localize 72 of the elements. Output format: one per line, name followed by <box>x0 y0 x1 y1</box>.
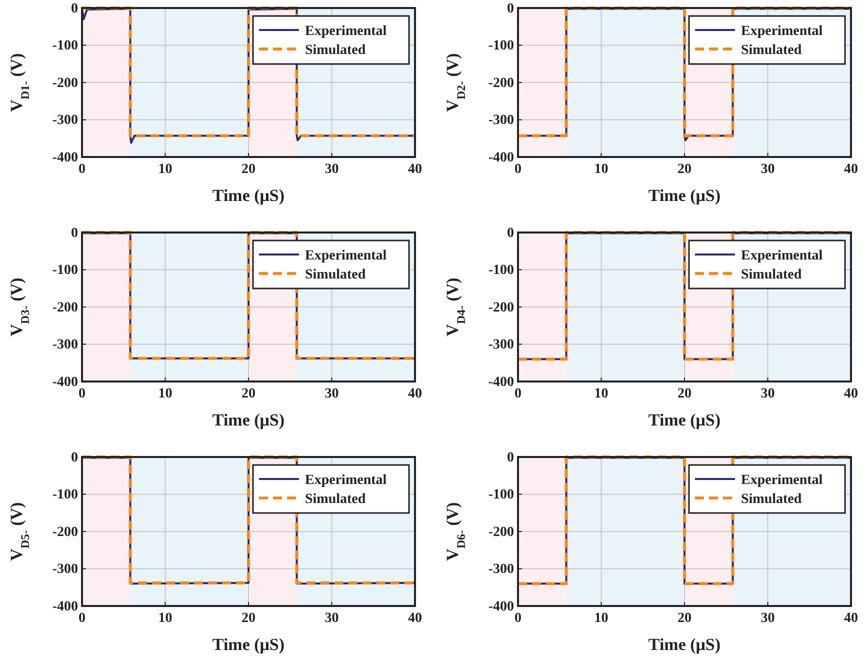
x-axis-title: Time (μS) <box>648 410 721 430</box>
x-tick-label: 20 <box>678 162 692 177</box>
y-tick-label: -400 <box>52 150 78 166</box>
x-tick-label: 40 <box>408 610 422 626</box>
legend-label: Simulated <box>305 43 366 58</box>
x-tick-label: 20 <box>242 610 256 626</box>
y-tick-label: -100 <box>52 263 78 278</box>
legend-label: Simulated <box>305 492 366 507</box>
y-tick-label: -200 <box>52 300 78 316</box>
legend-label: Simulated <box>741 268 802 282</box>
y-tick-label: 0 <box>507 450 514 466</box>
x-axis-title: Time (μS) <box>648 635 721 654</box>
legend-label: Experimental <box>305 473 387 488</box>
y-tick-label: 0 <box>71 450 78 466</box>
x-tick-label: 20 <box>678 386 692 402</box>
x-tick-label: 40 <box>844 386 858 402</box>
x-tick-label: 10 <box>594 162 608 177</box>
x-tick-label: 10 <box>594 386 608 402</box>
legend-label: Experimental <box>741 248 823 264</box>
x-axis-title: Time (μS) <box>648 186 721 205</box>
x-tick-label: 20 <box>242 386 256 402</box>
y-tick-label: -200 <box>52 76 78 91</box>
y-tick-label: -400 <box>52 599 78 614</box>
x-tick-label: 40 <box>408 162 422 177</box>
y-tick-label: -300 <box>52 562 78 578</box>
x-tick-label: 30 <box>324 386 339 402</box>
y-tick-label: 0 <box>507 1 514 16</box>
y-tick-label: -400 <box>52 374 78 390</box>
x-tick-label: 30 <box>324 610 339 626</box>
y-tick-label: -300 <box>488 338 514 353</box>
x-tick-label: 40 <box>844 610 858 626</box>
x-tick-label: 10 <box>594 610 608 626</box>
y-tick-label: -100 <box>52 488 78 503</box>
y-tick-label: -100 <box>488 488 514 503</box>
legend-label: Simulated <box>741 492 802 507</box>
y-tick-label: -100 <box>488 38 514 54</box>
y-tick-label: -100 <box>52 38 78 54</box>
legend-label: Experimental <box>741 24 823 39</box>
x-axis-title: Time (μS) <box>212 635 285 654</box>
x-tick-label: 30 <box>760 162 775 177</box>
y-tick-label: -400 <box>488 374 514 390</box>
y-tick-label: -300 <box>488 562 514 578</box>
y-tick-label: 0 <box>507 226 514 241</box>
legend-label: Simulated <box>741 43 802 58</box>
legend-label: Simulated <box>305 268 366 282</box>
y-tick-label: -400 <box>488 150 514 166</box>
y-tick-label: 0 <box>71 1 78 16</box>
y-tick-label: -200 <box>488 524 514 540</box>
x-tick-label: 10 <box>158 162 172 177</box>
y-tick-label: 0 <box>71 226 78 241</box>
x-tick-label: 20 <box>678 610 692 626</box>
x-tick-label: 30 <box>324 162 339 177</box>
y-tick-label: -200 <box>488 300 514 316</box>
y-tick-label: -200 <box>52 524 78 540</box>
x-axis-title: Time (μS) <box>212 186 285 205</box>
x-tick-label: 20 <box>242 162 256 177</box>
y-tick-label: -300 <box>488 113 514 128</box>
y-tick-label: -300 <box>52 113 78 128</box>
legend-label: Experimental <box>305 24 387 39</box>
y-tick-label: -100 <box>488 263 514 278</box>
legend-label: Experimental <box>305 248 387 264</box>
x-tick-label: 10 <box>158 386 172 402</box>
y-tick-label: -300 <box>52 338 78 353</box>
x-tick-label: 40 <box>408 386 422 402</box>
legend-label: Experimental <box>741 473 823 488</box>
y-tick-label: -400 <box>488 599 514 614</box>
x-tick-label: 40 <box>844 162 858 177</box>
x-axis-title: Time (μS) <box>212 410 285 430</box>
x-tick-label: 10 <box>158 610 172 626</box>
x-tick-label: 30 <box>760 610 775 626</box>
y-tick-label: -200 <box>488 76 514 91</box>
x-tick-label: 30 <box>760 386 775 402</box>
